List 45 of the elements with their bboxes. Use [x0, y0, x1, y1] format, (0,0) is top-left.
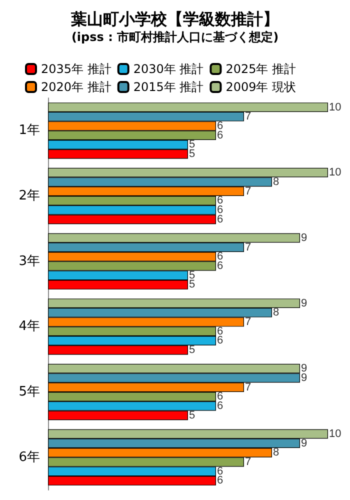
data-label: 10: [329, 166, 342, 179]
data-label: 8: [273, 446, 280, 459]
data-label: 9: [301, 297, 308, 310]
data-label: 6: [217, 194, 224, 207]
chart-subtitle: (ipss : 市町村推計人口に基づく想定): [71, 30, 279, 44]
data-label: 6: [217, 120, 224, 132]
data-label: 7: [245, 316, 252, 328]
data-label: 8: [273, 306, 280, 319]
data-label: 7: [245, 456, 252, 468]
legend-label: 2030年 推計: [133, 62, 204, 76]
legend-label: 2035年 推計: [41, 62, 112, 76]
legend-label: 2020年 推計: [41, 80, 112, 94]
data-label: 5: [189, 409, 196, 422]
y-tick-label: 5年: [18, 384, 40, 400]
data-label: 6: [217, 250, 224, 263]
data-label: 8: [273, 176, 280, 188]
data-label: 6: [217, 325, 224, 338]
chart-title: 葉山町小学校【学級数推計】: [70, 10, 279, 28]
data-label: 5: [189, 344, 196, 356]
data-label: 6: [217, 260, 224, 272]
data-label: 5: [189, 278, 196, 291]
legend-label: 2015年 推計: [133, 80, 204, 94]
data-label: 6: [217, 334, 224, 347]
data-label: 6: [217, 390, 224, 403]
legend-label: 2009年 現状: [226, 80, 296, 94]
data-label: 7: [245, 241, 252, 254]
y-tick-label: 1年: [18, 123, 40, 138]
data-label: 6: [217, 474, 224, 487]
data-label: 9: [301, 437, 308, 450]
y-tick-label: 2年: [18, 188, 40, 204]
data-label: 6: [217, 129, 224, 142]
data-label: 10: [329, 428, 342, 440]
data-label: 7: [245, 381, 252, 394]
data-label: 7: [245, 185, 252, 198]
y-tick-label: 6年: [18, 450, 40, 465]
data-label: 5: [189, 269, 196, 282]
data-label: 5: [189, 148, 196, 160]
legend-label: 2025年 推計: [226, 62, 296, 76]
data-label: 6: [217, 400, 224, 412]
data-label: 9: [301, 232, 308, 244]
y-tick-label: 3年: [18, 254, 40, 269]
data-label: 7: [245, 110, 252, 123]
data-label: 6: [217, 465, 224, 478]
data-label: 10: [329, 101, 342, 114]
y-tick-label: 4年: [18, 319, 40, 334]
